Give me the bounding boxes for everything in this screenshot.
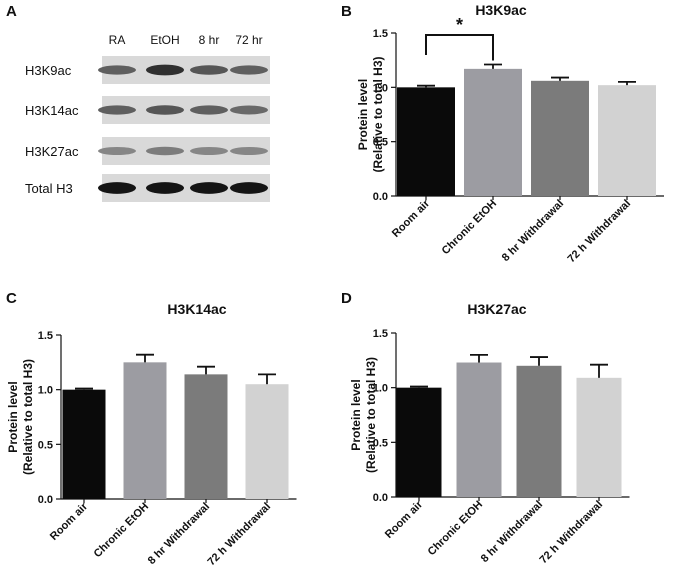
bar-0: [62, 389, 106, 499]
y-axis-label: Protein level: [349, 379, 363, 450]
western-blot: RA EtOH 8 hr 72 hr H3K9ac H3K14ac H3K27ac Total…: [25, 33, 270, 202]
bar-1: [456, 362, 502, 497]
panel-letter-b: B: [341, 3, 352, 20]
blot-band: [190, 146, 228, 156]
blot-lane-label: 8 hr: [199, 33, 220, 47]
chart-h3k9ac: H3K9ac 0.0 0.5 1.0 1.5 Protein level (Relative…: [356, 2, 664, 265]
blot-row-label: H3K27ac: [25, 144, 79, 159]
bar-3: [576, 377, 622, 497]
y-axis-label: (Relative to total H3): [21, 359, 35, 475]
blot-band: [146, 64, 184, 76]
blot-row-label: Total H3: [25, 181, 73, 196]
chart-title: H3K27ac: [467, 301, 526, 317]
y-tick-label: 1.0: [373, 383, 388, 395]
chart-h3k27ac: H3K27ac 0.0 0.5 1.0 1.5 Protein level (Relativ…: [349, 301, 630, 566]
panel-letter-c: C: [6, 290, 17, 307]
chart-h3k14ac: H3K14ac 0.0 0.5 1.0 1.5 Protein level (Relativ…: [6, 301, 297, 568]
bar-0: [397, 87, 455, 196]
blot-lane-label: 72 hr: [235, 33, 262, 47]
x-category-label: 8 hr Withdrawal: [500, 198, 566, 264]
y-tick-label: 1.5: [38, 330, 53, 342]
significance-label: *: [456, 15, 463, 35]
blot-band: [98, 65, 136, 75]
significance-bracket: [425, 34, 494, 61]
bar-0: [396, 387, 442, 497]
y-tick-label: 0.5: [373, 137, 388, 149]
blot-band: [190, 182, 228, 194]
blot-band: [98, 182, 136, 194]
x-category-label: Chronic EtOH: [92, 501, 152, 561]
x-category-label: Chronic EtOH: [426, 499, 486, 559]
y-axis-label: (Relative to total H3): [364, 357, 378, 473]
blot-band: [190, 65, 228, 75]
y-tick-label: 0.0: [38, 494, 53, 506]
x-category-label: 8 hr Withdrawal: [146, 501, 212, 567]
blot-band: [190, 105, 228, 115]
bar-2: [531, 80, 589, 196]
y-axis-label: (Relative to total H3): [371, 56, 385, 172]
blot-row-label: H3K9ac: [25, 63, 72, 78]
x-category-label: 72 h Withdrawal: [565, 198, 633, 266]
bar-3: [245, 384, 289, 499]
bar-2: [184, 374, 228, 499]
y-tick-label: 1.0: [38, 385, 53, 397]
blot-band: [146, 146, 184, 156]
x-category-label: 72 h Withdrawal: [205, 501, 273, 569]
blot-band: [230, 146, 268, 156]
x-category-label: 8 hr Withdrawal: [479, 499, 545, 565]
bar-1: [123, 362, 167, 499]
x-category-label: Room air: [48, 500, 91, 543]
blot-row-label: H3K14ac: [25, 103, 79, 118]
blot-band: [98, 146, 136, 156]
y-tick-label: 1.5: [373, 328, 388, 340]
bar-1: [464, 68, 522, 196]
y-tick-label: 0.0: [373, 191, 388, 203]
blot-band: [146, 105, 184, 115]
y-tick-label: 0.5: [38, 439, 53, 451]
y-tick-label: 1.5: [373, 28, 388, 40]
y-axis-label: Protein level: [6, 381, 20, 452]
y-axis-label: Protein level: [356, 79, 370, 150]
x-category-label: 72 h Withdrawal: [537, 499, 605, 567]
blot-band: [230, 105, 268, 115]
x-category-label: Chronic EtOH: [440, 198, 500, 258]
panel-letter-a: A: [6, 3, 17, 20]
x-category-label: Room air: [383, 498, 426, 541]
y-tick-label: 0.0: [373, 492, 388, 504]
blot-band: [98, 105, 136, 115]
blot-band: [230, 182, 268, 194]
blot-lane-label: EtOH: [150, 33, 179, 47]
blot-band: [146, 182, 184, 194]
y-tick-label: 1.0: [373, 82, 388, 94]
bar-2: [516, 365, 562, 497]
bar-3: [598, 85, 656, 196]
chart-title: H3K9ac: [475, 2, 527, 18]
panel-letter-d: D: [341, 290, 352, 307]
y-tick-label: 0.5: [373, 437, 388, 449]
blot-lane-label: RA: [109, 33, 126, 47]
blot-band: [230, 65, 268, 75]
chart-title: H3K14ac: [167, 301, 226, 317]
x-category-label: Room air: [390, 197, 433, 240]
